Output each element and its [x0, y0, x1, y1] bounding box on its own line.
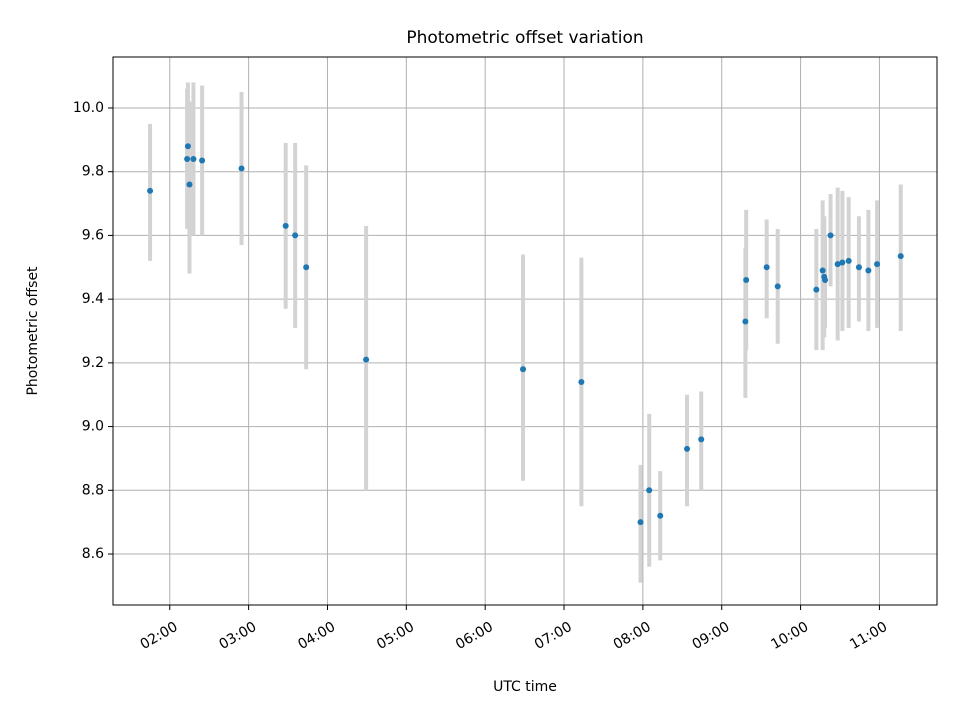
y-tick-label: 9.8 — [82, 164, 104, 180]
data-point — [190, 155, 197, 162]
data-point — [865, 267, 872, 274]
data-point — [363, 356, 370, 363]
data-point — [646, 487, 653, 494]
data-point — [184, 155, 191, 162]
x-tick-label: 08:00 — [611, 619, 654, 653]
data-point — [855, 264, 862, 271]
x-axis-label: UTC time — [493, 679, 557, 695]
data-point — [839, 259, 846, 266]
y-tick-label: 9.2 — [82, 355, 104, 371]
data-point — [822, 277, 829, 284]
data-point — [292, 232, 299, 239]
data-point — [827, 232, 834, 239]
x-tick-label: 06:00 — [453, 619, 496, 653]
data-point — [657, 512, 664, 519]
y-tick-label: 9.4 — [82, 291, 104, 307]
y-tick-label: 8.6 — [82, 546, 104, 562]
data-points — [147, 143, 904, 526]
chart-title: Photometric offset variation — [406, 28, 643, 48]
data-point — [147, 187, 154, 194]
x-tick-label: 03:00 — [216, 619, 259, 653]
data-point — [774, 283, 781, 290]
x-tick-label: 02:00 — [138, 619, 181, 653]
data-point — [897, 253, 904, 260]
data-point — [763, 264, 770, 271]
data-point — [578, 378, 585, 385]
y-tick-label: 9.0 — [82, 419, 104, 435]
y-tick-label: 10.0 — [73, 100, 104, 116]
data-point — [819, 267, 826, 274]
data-point — [845, 257, 852, 264]
data-point — [742, 318, 749, 325]
data-point — [303, 264, 310, 271]
x-tick-label: 10:00 — [768, 619, 811, 653]
data-point — [238, 165, 245, 172]
x-axis-ticks: 02:00 03:00 04:00 05:00 06:00 07:00 08:00 09:00… — [138, 605, 890, 653]
data-point — [637, 519, 644, 526]
y-axis-label: Photometric offset — [25, 266, 41, 396]
data-point — [684, 445, 691, 452]
data-point — [184, 143, 191, 150]
x-tick-label: 05:00 — [374, 619, 417, 653]
data-point — [834, 261, 841, 268]
data-point — [520, 366, 527, 373]
y-axis-ticks: 8.6 8.8 9.0 9.2 9.4 9.6 9.8 10.0 — [73, 100, 113, 562]
error-bars — [148, 82, 903, 583]
data-point — [199, 157, 206, 164]
data-point — [743, 277, 750, 284]
data-point — [282, 222, 289, 229]
data-point — [813, 286, 820, 293]
data-point — [698, 436, 705, 443]
x-tick-label: 11:00 — [847, 619, 890, 653]
x-tick-label: 07:00 — [532, 619, 575, 653]
data-point — [186, 181, 193, 188]
x-tick-label: 04:00 — [295, 619, 338, 653]
data-point — [874, 261, 881, 268]
x-tick-label: 09:00 — [690, 619, 733, 653]
y-tick-label: 9.6 — [82, 227, 104, 243]
plot-frame — [112, 56, 938, 606]
y-tick-label: 8.8 — [82, 482, 104, 498]
